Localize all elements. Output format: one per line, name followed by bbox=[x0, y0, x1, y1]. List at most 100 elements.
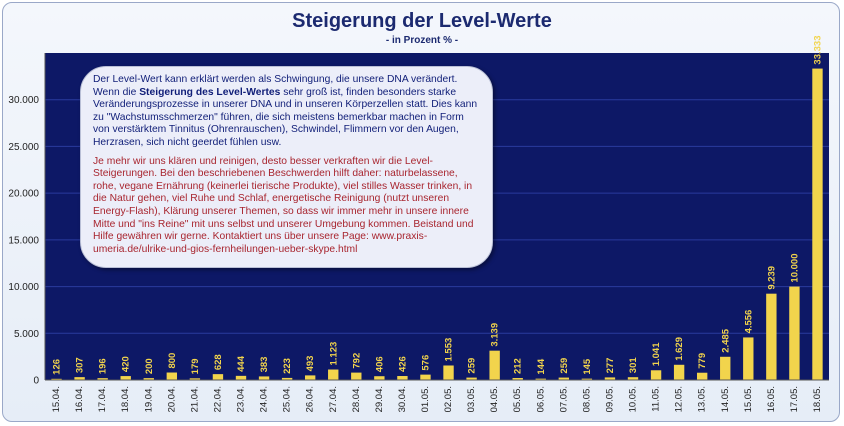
bar-value-label: 212 bbox=[513, 358, 524, 374]
bar bbox=[212, 374, 224, 380]
bar bbox=[166, 372, 178, 380]
bar-value-label: 3.139 bbox=[490, 323, 501, 347]
bar-value-label: 144 bbox=[536, 358, 547, 375]
bar bbox=[351, 372, 362, 380]
bar-value-label: 307 bbox=[75, 357, 86, 373]
info-textbox: Der Level-Wert kann erklärt werden als S… bbox=[80, 66, 493, 268]
bar bbox=[258, 376, 270, 380]
bar bbox=[143, 378, 154, 380]
x-tick-label: 25.04. bbox=[282, 386, 293, 412]
x-tick-label: 24.04. bbox=[259, 386, 270, 412]
bar bbox=[696, 372, 708, 380]
bar-value-label: 493 bbox=[305, 356, 316, 372]
x-tick-label: 10.05. bbox=[628, 386, 639, 412]
bar-value-label: 1.553 bbox=[444, 338, 455, 362]
info-text-highlight: Steigerung des Level-Wertes bbox=[139, 86, 281, 98]
bar-value-label: 179 bbox=[190, 358, 201, 374]
bar-value-label: 1.041 bbox=[651, 342, 662, 366]
x-tick-label: 02.05. bbox=[443, 386, 454, 412]
bar-value-label: 628 bbox=[213, 354, 224, 370]
x-tick-label: 29.04. bbox=[374, 386, 385, 412]
bar-value-label: 1.123 bbox=[328, 342, 339, 366]
y-tick-label: 25.000 bbox=[8, 142, 39, 153]
y-tick-label: 5.000 bbox=[14, 329, 39, 340]
x-tick-label: 05.05. bbox=[512, 386, 523, 412]
bar bbox=[189, 378, 201, 380]
bar bbox=[120, 376, 131, 380]
x-tick-label: 19.04. bbox=[143, 386, 154, 412]
bar-value-label: 301 bbox=[628, 357, 639, 374]
chart-subtitle: - in Prozent % - bbox=[385, 35, 459, 46]
x-tick-label: 04.05. bbox=[489, 386, 500, 412]
bar bbox=[281, 377, 293, 380]
bar-value-label: 4.556 bbox=[743, 310, 754, 334]
y-tick-label: 0 bbox=[33, 376, 39, 387]
bar bbox=[766, 293, 777, 380]
x-tick-label: 06.05. bbox=[535, 386, 546, 412]
x-tick-label: 18.04. bbox=[120, 386, 131, 412]
y-tick-label: 10.000 bbox=[8, 282, 39, 293]
info-text-intro: Der Level-Wert kann erklärt werden als S… bbox=[93, 74, 458, 98]
bar-value-label: 277 bbox=[605, 358, 616, 374]
x-tick-label: 27.04. bbox=[328, 386, 339, 412]
bar bbox=[304, 375, 316, 380]
bar bbox=[720, 356, 731, 380]
bar-value-label: 1.629 bbox=[674, 337, 685, 361]
x-tick-label: 16.05. bbox=[766, 386, 777, 412]
bar bbox=[812, 68, 823, 381]
bar bbox=[489, 350, 500, 380]
x-tick-label: 18.05. bbox=[812, 386, 823, 412]
x-tick-label: 30.04. bbox=[397, 386, 408, 412]
bar-value-label: 259 bbox=[467, 358, 478, 374]
bar bbox=[673, 364, 685, 380]
x-tick-label: 15.04. bbox=[51, 386, 62, 412]
bar bbox=[743, 337, 754, 380]
bar-value-label: 9.239 bbox=[766, 266, 777, 290]
info-paragraph-1: Der Level-Wert kann erklärt werden als S… bbox=[93, 74, 482, 150]
bar bbox=[604, 377, 616, 380]
bar-value-label: 145 bbox=[582, 358, 593, 375]
bar-value-label: 2.485 bbox=[720, 328, 731, 352]
bar bbox=[97, 378, 108, 380]
bar-value-label: 779 bbox=[697, 353, 708, 369]
x-tick-label: 21.04. bbox=[189, 386, 200, 412]
x-tick-label: 08.05. bbox=[581, 386, 592, 412]
y-tick-label: 15.000 bbox=[8, 235, 39, 246]
x-tick-label: 20.04. bbox=[166, 386, 177, 412]
bar-value-label: 259 bbox=[559, 358, 570, 374]
bar-value-label: 792 bbox=[351, 353, 362, 369]
x-tick-label: 07.05. bbox=[558, 386, 569, 412]
x-tick-label: 15.05. bbox=[743, 386, 754, 412]
info-paragraph-2: Je mehr wir uns klären und reinigen, des… bbox=[93, 155, 474, 255]
bar-value-label: 406 bbox=[374, 356, 385, 372]
bar bbox=[374, 376, 385, 380]
x-tick-label: 14.05. bbox=[720, 386, 731, 412]
x-tick-label: 03.05. bbox=[466, 386, 477, 412]
info-text-rest: sehr groß ist, finden besonders starke V… bbox=[93, 86, 478, 148]
bar bbox=[558, 377, 570, 380]
bar-value-label: 383 bbox=[259, 357, 270, 373]
x-tick-label: 09.05. bbox=[604, 386, 615, 412]
bar bbox=[443, 365, 454, 380]
x-tick-label: 01.05. bbox=[420, 386, 431, 412]
y-tick-label: 30.000 bbox=[8, 95, 39, 106]
x-tick-label: 17.05. bbox=[789, 386, 800, 412]
bar-value-label: 200 bbox=[144, 358, 155, 374]
x-tick-label: 12.05. bbox=[674, 386, 685, 412]
bar bbox=[627, 377, 639, 380]
bar bbox=[789, 286, 800, 380]
bar-value-label: 196 bbox=[98, 358, 109, 374]
x-tick-label: 26.04. bbox=[305, 386, 316, 412]
bar bbox=[535, 378, 546, 380]
y-tick-label: 20.000 bbox=[8, 189, 39, 200]
bar-value-label: 126 bbox=[52, 359, 63, 375]
bar bbox=[420, 374, 431, 380]
bar-value-label: 800 bbox=[167, 353, 178, 369]
bar-value-label: 10.000 bbox=[789, 254, 800, 283]
bar bbox=[74, 377, 85, 380]
bar bbox=[650, 370, 662, 380]
chart-title: Steigerung der Level-Werte bbox=[292, 10, 552, 32]
bar-value-label: 444 bbox=[236, 355, 247, 372]
bar-value-label: 33.333 bbox=[812, 36, 823, 65]
bar bbox=[328, 369, 339, 380]
